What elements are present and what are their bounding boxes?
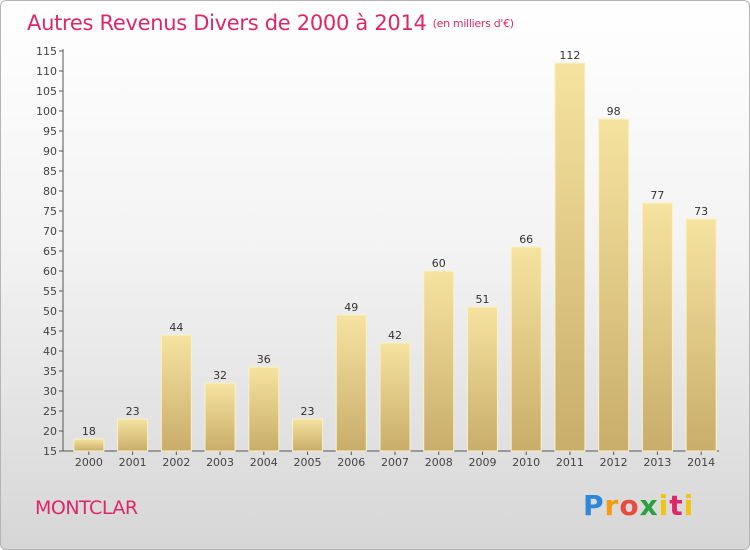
bar-2003	[204, 382, 236, 452]
proxiti-logo[interactable]: Proxiti	[583, 489, 695, 522]
y-tick-label: 105	[36, 85, 57, 98]
bar-2012	[598, 118, 630, 452]
y-tick-label: 20	[43, 425, 57, 438]
y-tick-label: 60	[43, 265, 57, 278]
value-label-2008: 60	[432, 257, 446, 270]
x-tick-label-2002: 2002	[162, 456, 190, 469]
x-tick-label-2004: 2004	[250, 456, 278, 469]
value-label-2000: 18	[82, 425, 96, 438]
bar-2001	[117, 418, 149, 452]
y-tick-label: 95	[43, 125, 57, 138]
y-tick-label: 35	[43, 365, 57, 378]
value-label-2009: 51	[475, 293, 489, 306]
y-tick-label: 100	[36, 105, 57, 118]
bar-2004	[248, 366, 280, 452]
x-tick-label-2009: 2009	[468, 456, 496, 469]
y-tick-label: 115	[36, 45, 57, 58]
x-tick-label-2010: 2010	[512, 456, 540, 469]
x-tick-label-2001: 2001	[119, 456, 147, 469]
value-label-2001: 23	[126, 405, 140, 418]
bar-2000	[73, 438, 105, 452]
value-label-2002: 44	[169, 321, 183, 334]
value-label-2012: 98	[607, 105, 621, 118]
x-tick-label-2007: 2007	[381, 456, 409, 469]
value-label-2013: 77	[650, 189, 664, 202]
bar-2006	[335, 314, 367, 452]
x-tick-label-2006: 2006	[337, 456, 365, 469]
x-tick-label-2013: 2013	[643, 456, 671, 469]
y-tick-label: 70	[43, 225, 57, 238]
x-tick-label-2008: 2008	[425, 456, 453, 469]
y-tick-label: 65	[43, 245, 57, 258]
x-tick-label-2000: 2000	[75, 456, 103, 469]
value-label-2007: 42	[388, 329, 402, 342]
x-tick-label-2014: 2014	[687, 456, 715, 469]
value-label-2005: 23	[301, 405, 315, 418]
y-tick-label: 45	[43, 325, 57, 338]
y-tick-label: 75	[43, 205, 57, 218]
bar-2013	[641, 202, 673, 452]
value-label-2011: 112	[559, 49, 580, 62]
x-tick-label-2005: 2005	[294, 456, 322, 469]
y-tick-label: 85	[43, 165, 57, 178]
location-name: MONTCLAR	[35, 497, 138, 519]
bar-2009	[466, 306, 498, 452]
x-tick-label-2003: 2003	[206, 456, 234, 469]
y-tick-label: 25	[43, 405, 57, 418]
bar-2010	[510, 246, 542, 452]
x-tick-label-2011: 2011	[556, 456, 584, 469]
bar-2014	[685, 218, 717, 452]
chart-unit: (en milliers d'€)	[432, 17, 514, 30]
chart-bars	[73, 62, 717, 452]
bar-2005	[292, 418, 324, 452]
bar-2007	[379, 342, 411, 452]
y-tick-label: 30	[43, 385, 57, 398]
y-tick-label: 110	[36, 65, 57, 78]
bar-2008	[423, 270, 455, 452]
bar-2011	[554, 62, 586, 452]
chart-axes: 15 20 25 30 35 40 45 50 55 60 65 70 75 80 85 90 95 100 105…	[36, 45, 719, 469]
y-tick-label: 40	[43, 345, 57, 358]
x-tick-label-2012: 2012	[600, 456, 628, 469]
y-tick-label: 90	[43, 145, 57, 158]
chart-title-text: Autres Revenus Divers de 2000 à 2014	[27, 11, 427, 35]
chart-title: Autres Revenus Divers de 2000 à 2014 (en …	[27, 11, 514, 35]
value-label-2004: 36	[257, 353, 271, 366]
chart-value-labels: 18 23 44 32 36 23 49 42 60 51 66 112 98 77 73	[82, 49, 708, 438]
value-label-2006: 49	[344, 301, 358, 314]
value-label-2003: 32	[213, 369, 227, 382]
y-tick-label: 15	[43, 445, 57, 458]
bar-2002	[160, 334, 192, 452]
value-label-2010: 66	[519, 233, 533, 246]
y-tick-label: 80	[43, 185, 57, 198]
y-tick-label: 50	[43, 305, 57, 318]
y-tick-label: 55	[43, 285, 57, 298]
value-label-2014: 73	[694, 205, 708, 218]
